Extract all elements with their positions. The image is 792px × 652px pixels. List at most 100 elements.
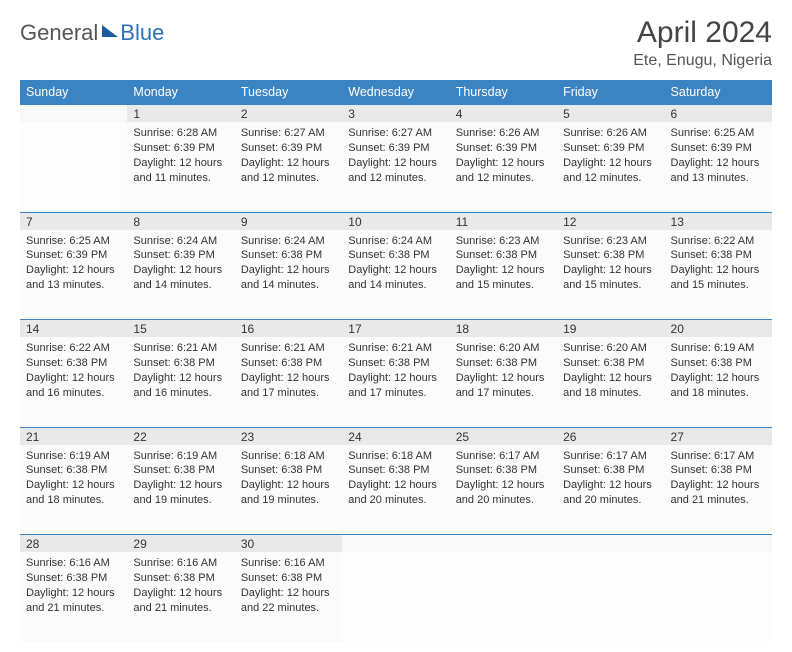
sunset-value: 6:38 PM [281, 572, 322, 584]
daylight-line: Daylight: 12 hours and 12 minutes. [456, 156, 551, 186]
sunset-line: Sunset: 6:38 PM [133, 463, 228, 478]
sunrise-line: Sunrise: 6:24 AM [348, 234, 443, 249]
sunrise-line: Sunrise: 6:26 AM [456, 126, 551, 141]
sunrise-value: 6:27 AM [392, 127, 432, 139]
day-content-cell: Sunrise: 6:20 AMSunset: 6:38 PMDaylight:… [557, 337, 664, 427]
day-number: 17 [348, 322, 361, 336]
page-header: General Blue April 2024 Ete, Enugu, Nige… [20, 16, 772, 70]
sunset-value: 6:39 PM [711, 142, 752, 154]
day-content-cell: Sunrise: 6:20 AMSunset: 6:38 PMDaylight:… [450, 337, 557, 427]
day-number: 6 [671, 107, 678, 121]
sunrise-value: 6:18 AM [392, 450, 432, 462]
day-content-cell [342, 552, 449, 642]
day-content-cell: Sunrise: 6:26 AMSunset: 6:39 PMDaylight:… [557, 122, 664, 212]
sunset-value: 6:38 PM [66, 572, 107, 584]
day-number: 13 [671, 215, 684, 229]
daylight-value: 12 hours and 12 minutes. [348, 157, 437, 184]
sunset-line: Sunset: 6:38 PM [241, 463, 336, 478]
weekday-tuesday: Tuesday [235, 80, 342, 105]
weekday-saturday: Saturday [665, 80, 772, 105]
daylight-line: Daylight: 12 hours and 21 minutes. [671, 478, 766, 508]
day-number-cell: 14 [20, 320, 127, 338]
daylight-line: Daylight: 12 hours and 16 minutes. [133, 371, 228, 401]
day-number-cell [342, 535, 449, 553]
sunset-line: Sunset: 6:38 PM [26, 463, 121, 478]
daylight-line: Daylight: 12 hours and 14 minutes. [241, 263, 336, 293]
day-number: 20 [671, 322, 684, 336]
sunrise-line: Sunrise: 6:20 AM [456, 341, 551, 356]
sunset-line: Sunset: 6:38 PM [456, 463, 551, 478]
day-content-cell: Sunrise: 6:27 AMSunset: 6:39 PMDaylight:… [342, 122, 449, 212]
brand-logo: General Blue [20, 16, 164, 46]
sunset-value: 6:39 PM [603, 142, 644, 154]
weekday-monday: Monday [127, 80, 234, 105]
weekday-sunday: Sunday [20, 80, 127, 105]
daylight-value: 12 hours and 13 minutes. [26, 264, 115, 291]
sunset-line: Sunset: 6:39 PM [348, 141, 443, 156]
sunset-value: 6:39 PM [389, 142, 430, 154]
sunset-line: Sunset: 6:39 PM [241, 141, 336, 156]
day-number: 15 [133, 322, 146, 336]
daylight-line: Daylight: 12 hours and 14 minutes. [348, 263, 443, 293]
day-number: 11 [456, 215, 468, 229]
sunrise-value: 6:20 AM [499, 342, 539, 354]
daylight-value: 12 hours and 22 minutes. [241, 587, 330, 614]
day-content-cell: Sunrise: 6:25 AMSunset: 6:39 PMDaylight:… [665, 122, 772, 212]
day-number: 14 [26, 322, 39, 336]
daylight-value: 12 hours and 14 minutes. [133, 264, 222, 291]
day-number-cell: 26 [557, 427, 664, 445]
sunset-value: 6:39 PM [281, 142, 322, 154]
daylight-value: 12 hours and 12 minutes. [456, 157, 545, 184]
sunrise-value: 6:19 AM [177, 450, 217, 462]
sunrise-value: 6:24 AM [392, 235, 432, 247]
daylight-line: Daylight: 12 hours and 11 minutes. [133, 156, 228, 186]
daylight-value: 12 hours and 14 minutes. [348, 264, 437, 291]
sunrise-value: 6:20 AM [607, 342, 647, 354]
sunset-value: 6:39 PM [174, 249, 215, 261]
sunrise-value: 6:25 AM [714, 127, 754, 139]
sunrise-value: 6:26 AM [499, 127, 539, 139]
day-number: 24 [348, 430, 361, 444]
daylight-line: Daylight: 12 hours and 20 minutes. [563, 478, 658, 508]
day-number: 7 [26, 215, 33, 229]
day-content-cell: Sunrise: 6:26 AMSunset: 6:39 PMDaylight:… [450, 122, 557, 212]
sunset-line: Sunset: 6:39 PM [26, 248, 121, 263]
daylight-value: 12 hours and 17 minutes. [241, 372, 330, 399]
daylight-value: 12 hours and 21 minutes. [133, 587, 222, 614]
sunset-line: Sunset: 6:38 PM [133, 356, 228, 371]
sunset-value: 6:38 PM [389, 357, 430, 369]
day-content-cell [450, 552, 557, 642]
daylight-value: 12 hours and 17 minutes. [456, 372, 545, 399]
sunrise-line: Sunrise: 6:24 AM [133, 234, 228, 249]
sunset-line: Sunset: 6:38 PM [241, 356, 336, 371]
day-number: 26 [563, 430, 576, 444]
day-number: 28 [26, 537, 39, 551]
sunrise-line: Sunrise: 6:27 AM [241, 126, 336, 141]
day-number-cell: 11 [450, 212, 557, 230]
day-number-cell: 4 [450, 105, 557, 123]
day-number-cell: 22 [127, 427, 234, 445]
title-block: April 2024 Ete, Enugu, Nigeria [633, 16, 772, 70]
day-number: 18 [456, 322, 469, 336]
daylight-line: Daylight: 12 hours and 12 minutes. [348, 156, 443, 186]
sunset-line: Sunset: 6:38 PM [241, 571, 336, 586]
sunset-line: Sunset: 6:38 PM [348, 463, 443, 478]
sunset-line: Sunset: 6:38 PM [563, 463, 658, 478]
sunrise-line: Sunrise: 6:21 AM [241, 341, 336, 356]
day-number-cell: 23 [235, 427, 342, 445]
day-content-cell: Sunrise: 6:16 AMSunset: 6:38 PMDaylight:… [20, 552, 127, 642]
day-number-cell [665, 535, 772, 553]
daylight-line: Daylight: 12 hours and 20 minutes. [348, 478, 443, 508]
sunset-line: Sunset: 6:38 PM [456, 356, 551, 371]
sunrise-value: 6:24 AM [284, 235, 324, 247]
sunset-line: Sunset: 6:38 PM [671, 356, 766, 371]
day-number: 16 [241, 322, 254, 336]
weekday-header-row: Sunday Monday Tuesday Wednesday Thursday… [20, 80, 772, 105]
day-number: 22 [133, 430, 146, 444]
day-content-cell: Sunrise: 6:24 AMSunset: 6:39 PMDaylight:… [127, 230, 234, 320]
day-number: 2 [241, 107, 248, 121]
sunrise-line: Sunrise: 6:24 AM [241, 234, 336, 249]
day-content-cell [665, 552, 772, 642]
day-content-cell [20, 122, 127, 212]
sunset-line: Sunset: 6:39 PM [563, 141, 658, 156]
